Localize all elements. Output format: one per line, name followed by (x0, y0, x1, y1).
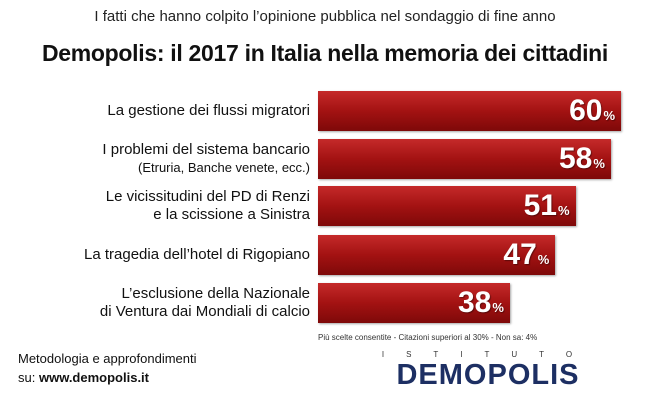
bar-label-line: La tragedia dell’hotel di Rigopiano (84, 246, 310, 263)
bar-value-unit: % (603, 108, 615, 123)
bar-value-label: 38% (458, 285, 504, 326)
bar-value-number: 51 (523, 189, 557, 222)
footer-line1: Metodologia e approfondimenti (18, 351, 197, 366)
bar-value-label: 47% (503, 237, 549, 278)
bar: 47% (318, 235, 556, 278)
bar-label-line: L’esclusione della Nazionale (121, 285, 310, 302)
bar-label: Le vicissitudini del PD di Renzi e la sci… (106, 188, 310, 224)
logo-istituto-text: ISTITUTO (381, 350, 595, 359)
bar: 60% (318, 91, 621, 131)
bar: 38% (318, 283, 510, 323)
bar-label: La tragedia dell’hotel di Rigopiano (84, 246, 310, 264)
chart-subtitle: I fatti che hanno colpito l’opinione pub… (94, 8, 556, 25)
bar-label-detail: e la scissione a Sinistra (153, 206, 310, 223)
demopolis-logo: ISTITUTO DEMOPOLIS (372, 350, 604, 394)
footer-line2: su: www.demopolis.it (18, 368, 197, 387)
bar: 51% (318, 186, 576, 226)
bar-label-line: I problemi del sistema bancario (102, 141, 310, 158)
chart-note: Più scelte consentite - Citazioni superi… (318, 333, 538, 342)
bar-value-number: 38 (457, 286, 492, 319)
bar-value-number: 58 (558, 142, 593, 175)
website-link[interactable]: www.demopolis.it (38, 370, 149, 385)
bar-value-number: 47 (503, 238, 537, 271)
bar-value-label: 51% (524, 188, 570, 229)
footer-methodology: Metodologia e approfondimenti su: www.de… (18, 349, 197, 387)
bar-label-detail: di Ventura dai Mondiali di calcio (99, 303, 310, 320)
bar-value-unit: % (537, 252, 550, 267)
bar-label-line: La gestione dei flussi migratori (107, 102, 310, 119)
bar-value-label: 58% (559, 141, 605, 182)
bar-label: La gestione dei flussi migratori (107, 102, 310, 120)
bar-value-label: 60% (569, 93, 615, 134)
bar-value-unit: % (557, 203, 570, 218)
bar: 58% (318, 139, 611, 179)
bar-value-number: 60 (569, 94, 603, 127)
bar-label: I problemi del sistema bancario (Etruria,… (102, 141, 310, 177)
bar-label: L’esclusione della Nazionale di Ventura d… (100, 285, 310, 321)
bar-value-unit: % (593, 156, 605, 171)
bar-label-detail: (Etruria, Banche venete, ecc.) (138, 160, 310, 175)
chart-title: Demopolis: il 2017 in Italia nella memor… (41, 40, 609, 66)
bar-label-line: Le vicissitudini del PD di Renzi (105, 188, 310, 205)
footer-prefix: su: (18, 370, 39, 385)
logo-demopolis-text: DEMOPOLIS (396, 359, 580, 391)
bar-value-unit: % (492, 300, 504, 315)
